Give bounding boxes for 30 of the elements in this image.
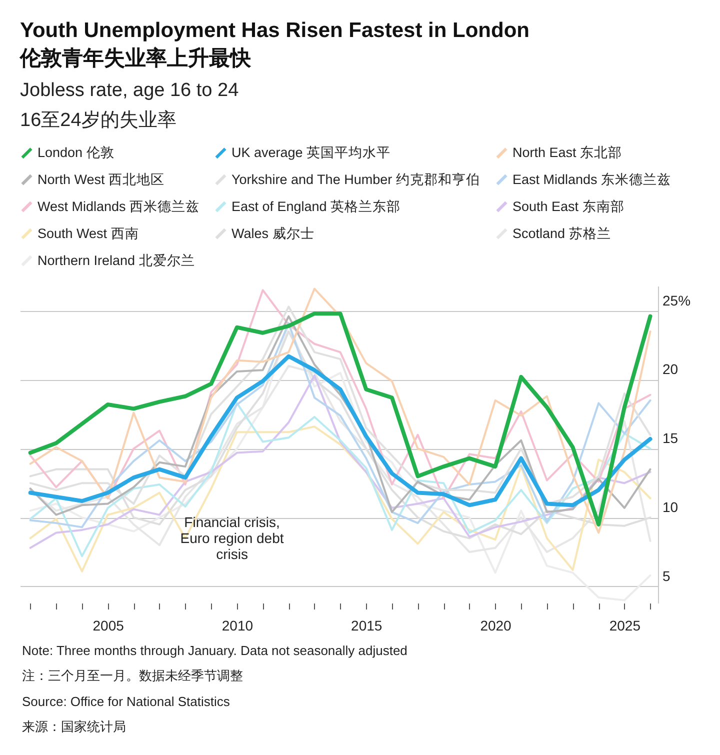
legend-label: North West 西北地区 xyxy=(38,172,165,187)
y-tick-label: 15 xyxy=(662,430,678,446)
x-tick-label: 2015 xyxy=(351,618,382,634)
legend-label: Yorkshire and The Humber 约克郡和亨伯 xyxy=(232,172,480,187)
y-tick-label: 5 xyxy=(662,568,670,584)
x-tick-label: 2020 xyxy=(480,618,512,634)
x-tick-label: 2010 xyxy=(222,618,254,634)
x-tick-label: 2025 xyxy=(609,618,641,634)
legend-label: East of England 英格兰东部 xyxy=(232,198,401,214)
y-tick-label: 20 xyxy=(662,361,678,378)
chart-title: Youth Unemployment Has Risen Fastest in London 伦敦青年失业率上升最快 xyxy=(19,19,530,70)
legend-label: Scotland 苏格兰 xyxy=(512,226,611,241)
annotation: Financial crisis, Euro region debt crisis xyxy=(180,514,284,562)
text: Note: Three months through January. Data not seasonally adjusted xyxy=(22,643,408,658)
legend-label: Wales 威尔士 xyxy=(232,226,314,241)
y-tick-label: 10 xyxy=(662,499,678,516)
legend-label: South East 东南部 xyxy=(512,198,624,214)
source-note: 来源：国家统计局 xyxy=(22,718,127,736)
legend-label: North East 东北部 xyxy=(512,145,622,160)
legend-label: London 伦敦 xyxy=(38,145,114,160)
x-tick-label: 2005 xyxy=(92,618,124,634)
legend-label: East Midlands 东米德兰兹 xyxy=(512,172,672,187)
y-tick-label: 25% xyxy=(662,292,691,308)
legend-label: UK average 英国平均水平 xyxy=(232,145,391,160)
legend-label: Northern Ireland 北爱尔兰 xyxy=(38,252,195,268)
text: 注：三个月至一月。数据未经季节调整 xyxy=(22,667,244,685)
chart-subtitle: Jobless rate, age 16 to 24 16至24岁的失业率 xyxy=(20,80,240,131)
legend-label: West Midlands 西米德兰兹 xyxy=(38,198,200,214)
legend-label: South West 西南 xyxy=(38,226,139,241)
source-note: Source: Office for National Statistics xyxy=(22,694,231,709)
